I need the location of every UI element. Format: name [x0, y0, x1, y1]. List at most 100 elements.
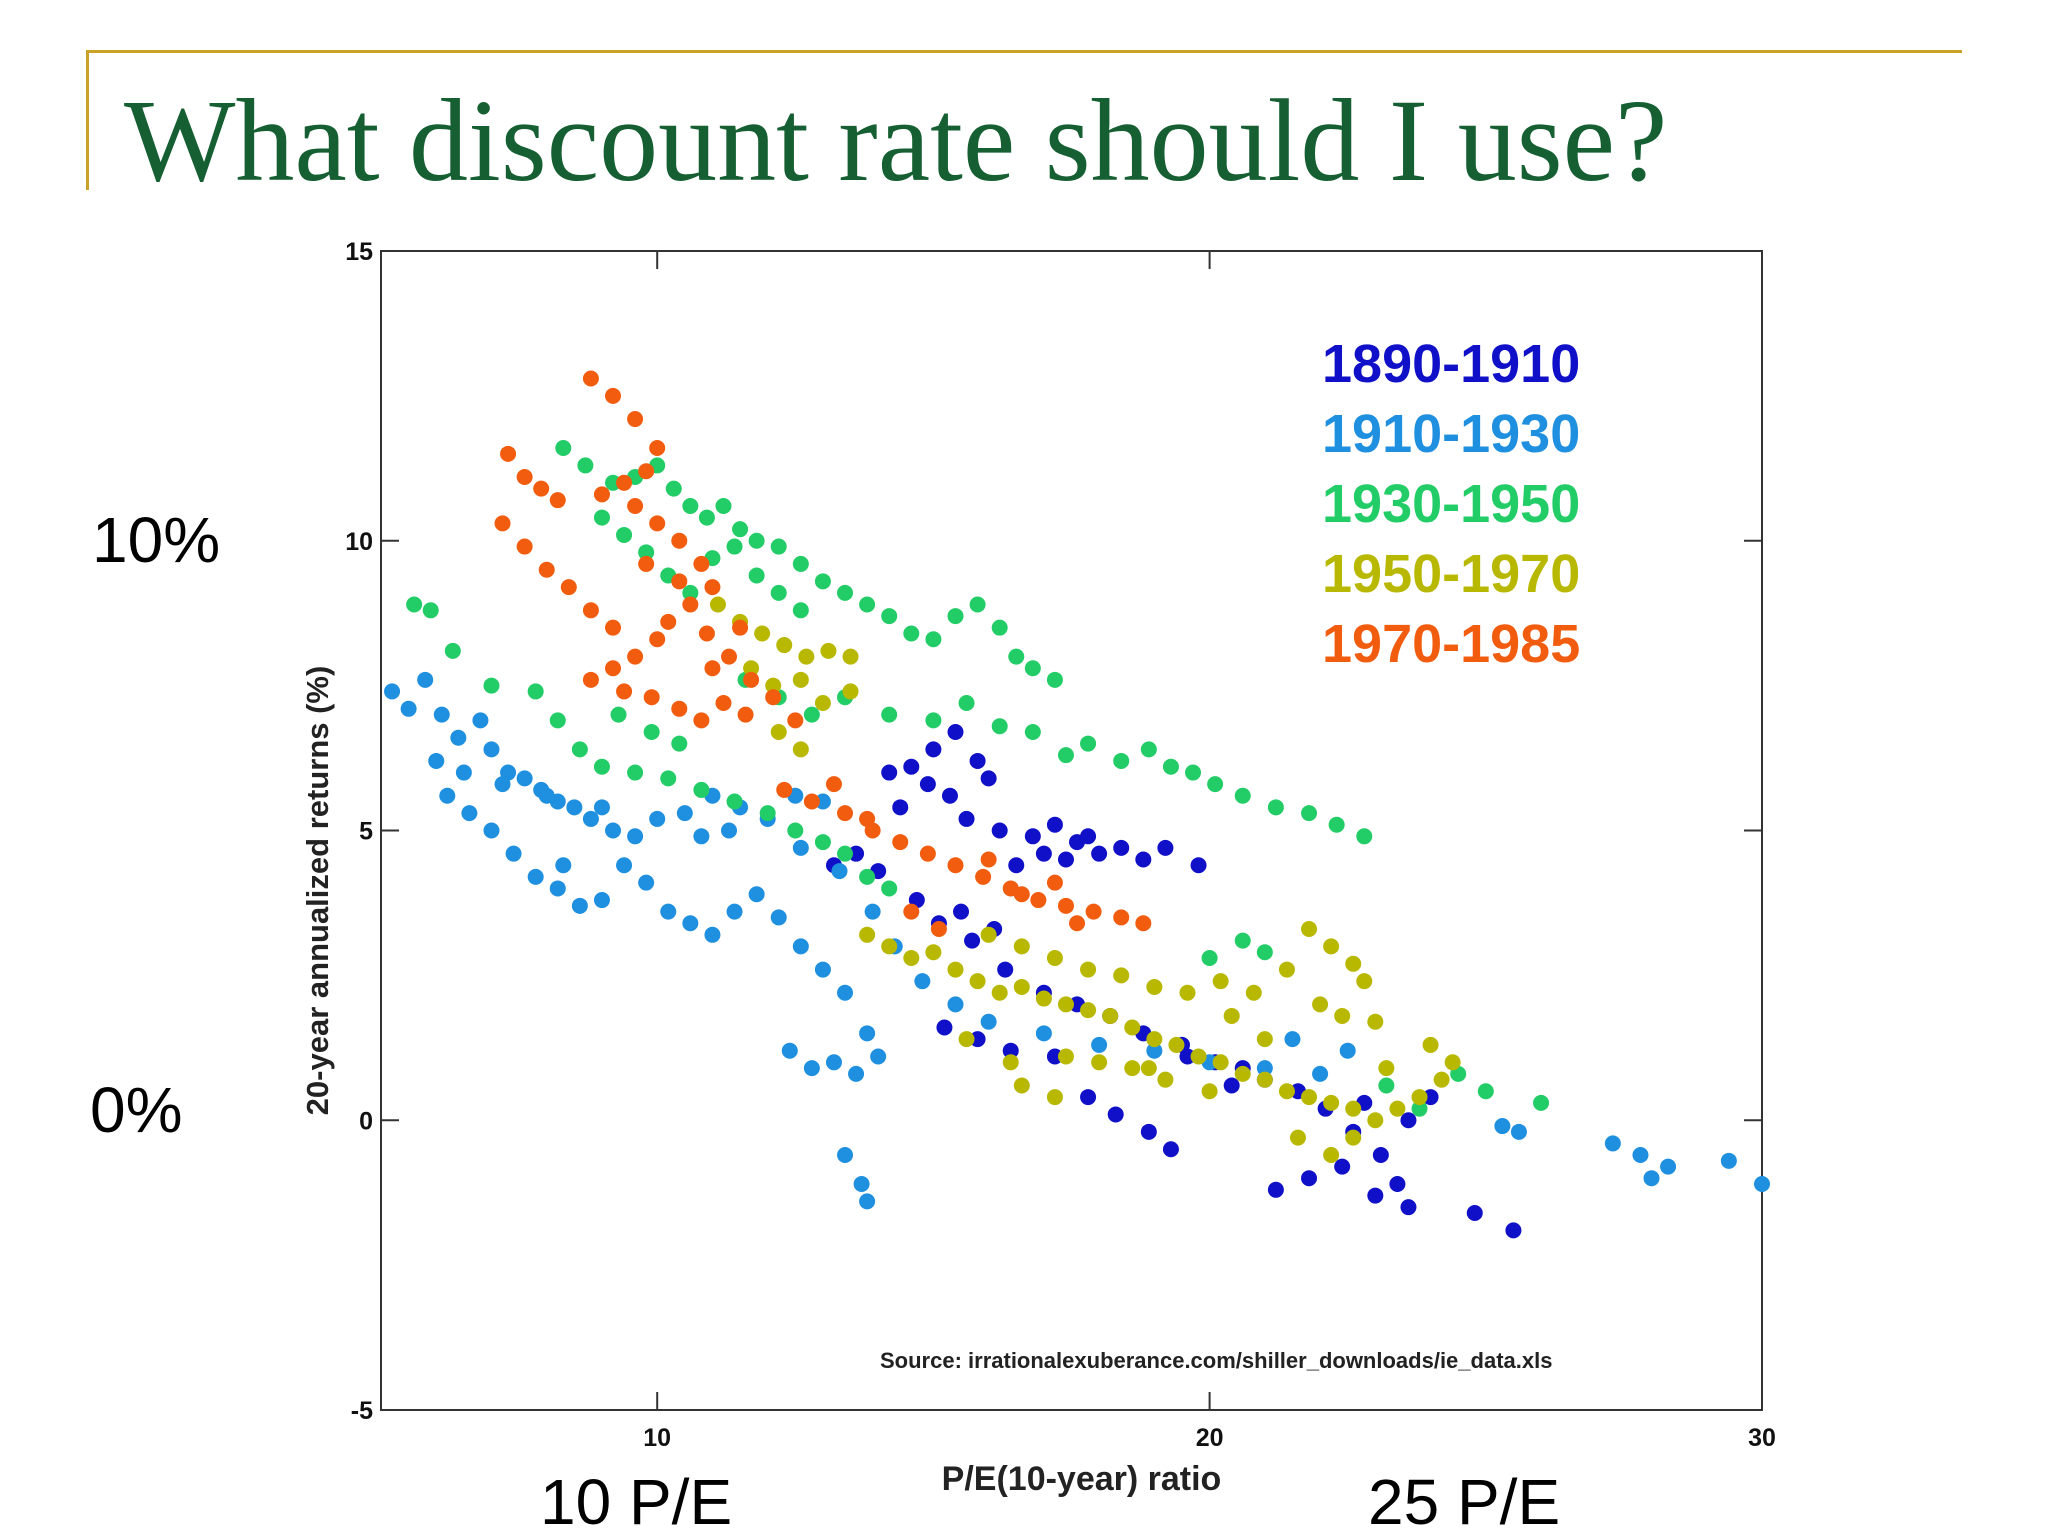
- data-point-1-38: [848, 1065, 865, 1082]
- data-point-3-23: [1057, 996, 1074, 1013]
- data-point-3-50: [1212, 973, 1229, 990]
- data-point-1-44: [455, 764, 472, 781]
- data-point-1-18: [483, 822, 500, 839]
- data-point-2-34: [792, 602, 809, 619]
- data-point-1-80: [638, 874, 655, 891]
- data-point-4-26: [533, 480, 550, 497]
- data-point-0-58: [953, 903, 970, 920]
- data-point-1-21: [549, 880, 566, 897]
- data-point-4-35: [671, 573, 688, 590]
- data-point-1-28: [726, 903, 743, 920]
- data-point-0-11: [1024, 828, 1041, 845]
- data-point-4-19: [643, 689, 660, 706]
- data-point-2-18: [925, 631, 942, 648]
- data-point-2-21: [991, 619, 1008, 636]
- data-point-1-19: [505, 845, 522, 862]
- data-point-3-42: [1422, 1036, 1439, 1053]
- data-point-4-51: [1057, 897, 1074, 914]
- data-point-2-75: [1234, 932, 1251, 949]
- data-point-0-41: [1389, 1175, 1406, 1192]
- data-point-3-0: [709, 596, 726, 613]
- data-point-2-38: [483, 677, 500, 694]
- data-point-4-56: [825, 776, 842, 793]
- slide-title: What discount rate should I use?: [124, 75, 1668, 206]
- data-point-1-46: [538, 787, 555, 804]
- x-tick-label-20: 20: [1196, 1424, 1224, 1452]
- data-point-1-37: [825, 1054, 842, 1071]
- data-point-3-55: [1356, 973, 1373, 990]
- data-point-1-65: [1312, 1065, 1329, 1082]
- data-point-4-34: [638, 555, 655, 572]
- data-point-2-22: [1008, 648, 1025, 665]
- data-point-1-34: [859, 1025, 876, 1042]
- data-point-3-73: [1201, 1083, 1218, 1100]
- data-point-4-54: [903, 903, 920, 920]
- y-axis-label: 20-year annualized returns (%): [300, 666, 335, 1116]
- data-point-0-44: [1301, 1170, 1318, 1187]
- data-point-1-4: [450, 729, 467, 746]
- data-point-2-27: [638, 544, 655, 561]
- data-point-3-41: [1444, 1054, 1461, 1071]
- data-point-3-29: [1190, 1048, 1207, 1065]
- y-tick-label--5: -5: [351, 1397, 373, 1425]
- data-point-2-40: [549, 712, 566, 729]
- data-point-3-66: [1378, 1060, 1395, 1077]
- annotation-pe-10: 10 P/E: [540, 1466, 733, 1538]
- data-point-0-47: [1466, 1204, 1483, 1221]
- data-point-4-21: [693, 712, 710, 729]
- data-point-4-37: [721, 648, 738, 665]
- data-point-2-81: [1411, 1100, 1428, 1117]
- data-point-0-19: [1035, 845, 1052, 862]
- data-point-3-60: [1157, 1071, 1174, 1088]
- data-point-4-59: [1013, 886, 1030, 903]
- data-point-0-43: [1334, 1158, 1351, 1175]
- data-point-3-30: [1212, 1054, 1229, 1071]
- data-point-1-22: [571, 897, 588, 914]
- data-point-2-80: [1378, 1077, 1395, 1094]
- data-point-4-40: [787, 712, 804, 729]
- source-note: Source: irrationalexuberance.com/shiller…: [880, 1348, 1552, 1373]
- data-point-1-59: [980, 1013, 997, 1030]
- data-point-3-67: [1223, 1007, 1240, 1024]
- data-point-1-75: [1754, 1175, 1770, 1192]
- data-point-0-2: [925, 741, 942, 758]
- data-point-4-8: [649, 515, 666, 532]
- data-point-1-58: [947, 996, 964, 1013]
- data-point-4-4: [638, 463, 655, 480]
- data-point-3-61: [1046, 1089, 1063, 1106]
- data-point-2-19: [947, 608, 964, 625]
- data-point-3-15: [881, 938, 898, 955]
- data-point-0-52: [1046, 1048, 1063, 1065]
- data-point-2-44: [660, 770, 677, 787]
- annotation-pe-25: 25 P/E: [1368, 1466, 1561, 1538]
- data-point-3-45: [1046, 949, 1063, 966]
- data-point-1-33: [837, 984, 854, 1001]
- data-point-4-30: [538, 561, 555, 578]
- data-point-3-16: [903, 949, 920, 966]
- annotation-ten-percent: 10%: [92, 504, 221, 576]
- data-point-3-32: [1256, 1071, 1273, 1088]
- data-point-4-58: [980, 851, 997, 868]
- data-point-3-18: [947, 961, 964, 978]
- data-point-1-71: [1632, 1147, 1649, 1164]
- data-point-3-22: [1035, 990, 1052, 1007]
- data-point-3-71: [1057, 1048, 1074, 1065]
- data-point-4-45: [892, 834, 909, 851]
- data-point-3-6: [842, 648, 859, 665]
- data-point-2-25: [593, 509, 610, 526]
- data-point-1-35: [781, 1042, 798, 1059]
- data-point-3-74: [1345, 955, 1362, 972]
- data-point-3-24: [1080, 1002, 1097, 1019]
- data-point-2-33: [770, 584, 787, 601]
- data-point-0-60: [1179, 1048, 1196, 1065]
- data-point-2-39: [527, 683, 544, 700]
- data-point-4-48: [975, 868, 992, 885]
- data-point-4-57: [859, 810, 876, 827]
- data-point-1-57: [914, 973, 931, 990]
- data-point-3-65: [1345, 1129, 1362, 1146]
- data-point-1-39: [870, 1048, 887, 1065]
- data-point-1-31: [792, 938, 809, 955]
- data-point-1-26: [682, 915, 699, 932]
- data-point-1-12: [582, 810, 599, 827]
